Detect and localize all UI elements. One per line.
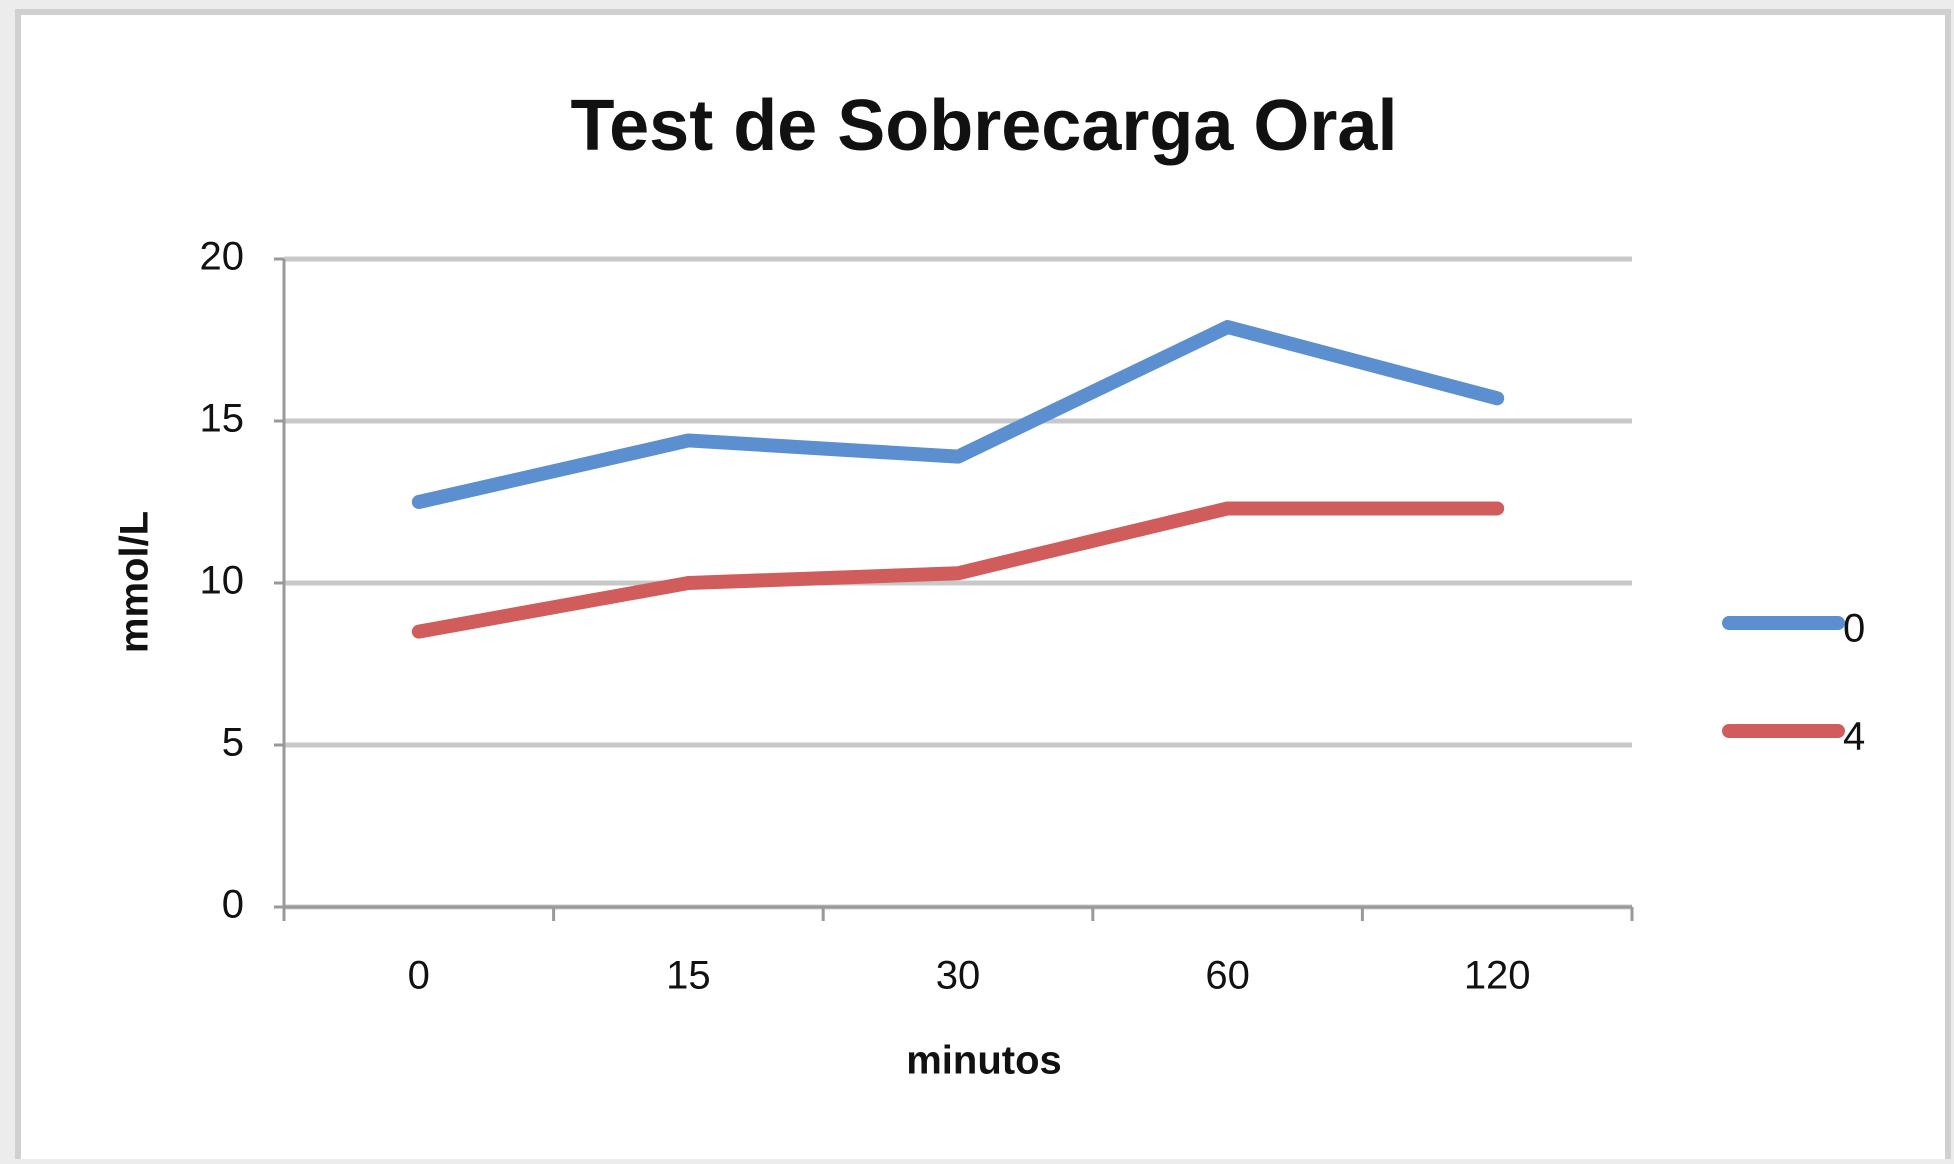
x-tick-label: 60	[1205, 954, 1250, 998]
y-axis-title: mmol/L	[113, 511, 157, 653]
y-tick-label: 5	[222, 721, 244, 765]
x-tick-label: 30	[936, 954, 981, 998]
legend-label: 4	[1843, 715, 1865, 759]
y-tick-label: 10	[200, 559, 245, 603]
x-axis-title: minutos	[906, 1039, 1062, 1083]
chart-title: Test de Sobrecarga Oral	[571, 86, 1398, 166]
x-tick-label: 0	[408, 954, 430, 998]
chart-frame	[15, 9, 1951, 1164]
x-tick-label: 120	[1464, 954, 1531, 998]
legend-label: 0	[1843, 607, 1865, 651]
y-tick-label: 15	[200, 397, 245, 441]
series-line	[411, 501, 1505, 639]
y-tick-label: 0	[222, 883, 244, 927]
x-tick-label: 15	[666, 954, 711, 998]
y-tick-label: 20	[200, 235, 245, 279]
series-line	[411, 320, 1505, 509]
